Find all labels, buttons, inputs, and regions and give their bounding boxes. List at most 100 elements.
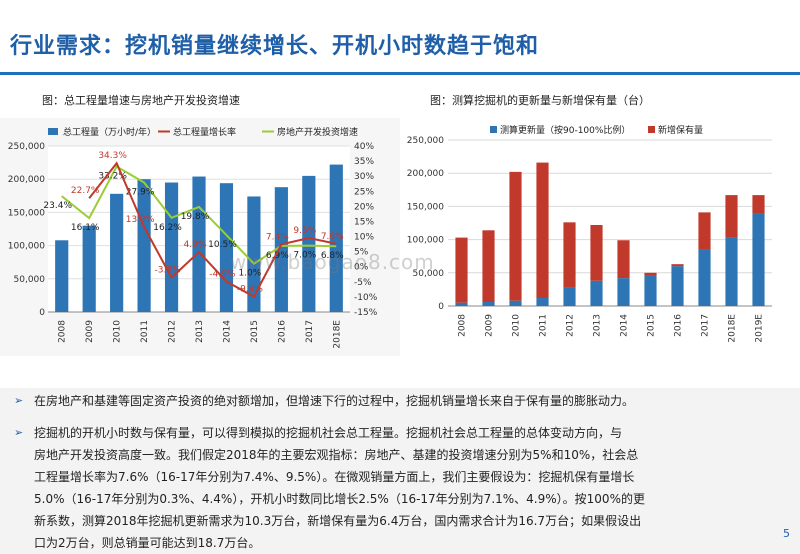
page-title: 行业需求：挖机销量继续增长、开机小时数趋于饱和 (10, 34, 540, 59)
x-tick-label: 2016 (277, 320, 287, 343)
x-tick-label: 2011 (140, 320, 150, 343)
bar (247, 196, 261, 312)
data-label: 6.9% (266, 251, 289, 261)
bar-update (563, 287, 576, 306)
data-label: 23.4% (43, 201, 72, 211)
left-combo-chart: 0 50,000 100,000 150,000 200,000 250,000 -15% -… (8, 126, 378, 349)
bar-update (482, 302, 495, 306)
bar-update (644, 275, 657, 306)
bar-update (671, 266, 684, 306)
bar (137, 179, 151, 312)
data-label: 4.9% (184, 240, 207, 250)
data-label: 7.4% (266, 232, 289, 242)
legend-label: 房地产开发投资增速 (277, 126, 358, 138)
x-tick-label: 2016 (674, 314, 684, 337)
bar-new (725, 195, 738, 238)
bar-new (563, 222, 576, 288)
x-tick-label: 2008 (58, 320, 68, 343)
bar-new (536, 162, 549, 299)
x-tick-label: 2015 (250, 320, 260, 343)
y-tick-label: 100,000 (407, 236, 444, 246)
bullet-line: 房地产开发投资高度一致。我们假定2018年的主要宏观指标：房地产、基建的投资增速… (34, 448, 639, 462)
legend-label: 新增保有量 (658, 124, 703, 136)
y2-tick-label: -15% (354, 308, 378, 318)
x-tick-label: 2015 (647, 314, 657, 337)
series-line (61, 165, 337, 265)
data-label: 22.7% (71, 186, 100, 196)
bar-update (455, 302, 468, 306)
bar-update (725, 237, 738, 306)
x-tick-label: 2013 (593, 314, 603, 337)
bar-update (509, 300, 522, 306)
data-label: 10.5% (208, 240, 237, 250)
bar-new (698, 212, 711, 250)
y-tick-label: 250,000 (8, 142, 45, 152)
bullet-line: 工程量增长率为7.6%（16-17年分别为7.4%、9.5%）。在微观销量方面上… (34, 470, 635, 484)
legend-label: 总工程量（万小时/年） (63, 126, 156, 138)
x-tick-label: 2018E (332, 320, 342, 349)
x-tick-label: 2017 (305, 320, 315, 343)
bar (164, 182, 179, 312)
left-chart-panel: 0 50,000 100,000 150,000 200,000 250,000 -15% -… (0, 118, 400, 356)
y2-tick-label: 15% (354, 217, 374, 227)
bar (219, 183, 234, 312)
watermark: www.baogao8.com (230, 250, 435, 274)
page-number: 5 (783, 527, 790, 540)
bar-new (644, 272, 657, 276)
x-tick-label: 2012 (168, 320, 178, 343)
bar-update (536, 298, 549, 306)
y2-tick-label: 40% (354, 142, 374, 152)
bar (329, 164, 343, 312)
data-label: 16.1% (71, 223, 100, 233)
right-stacked-chart: 0 50,000 100,000 150,000 200,000 250,000 2008 2… (400, 118, 780, 356)
bar-new (509, 171, 522, 301)
data-label: 7.6% (321, 232, 344, 242)
bar (110, 193, 124, 312)
data-label: -3.6% (154, 266, 181, 276)
y-tick-label: 0 (39, 308, 45, 318)
data-label: 9.5% (293, 226, 316, 236)
bullet-section: ➢ 在房地产和基建等固定资产投资的绝对额增加，但增速下行的过程中，挖掘机销量增长… (0, 388, 800, 554)
data-label: 13.2% (126, 215, 155, 225)
bar-update (617, 278, 630, 306)
x-tick-label: 2010 (113, 320, 123, 343)
bar-new (671, 264, 684, 267)
bar (55, 240, 69, 312)
y2-tick-label: 30% (354, 172, 374, 182)
bar-update (698, 249, 711, 306)
y-tick-label: 50,000 (14, 275, 46, 285)
x-tick-label: 2008 (458, 314, 468, 337)
bar-new (752, 195, 765, 214)
x-tick-label: 2011 (539, 314, 549, 337)
data-label: -9.9% (237, 285, 264, 295)
x-tick-label: 2017 (701, 314, 711, 337)
data-label: 7.0% (293, 251, 316, 261)
y2-tick-label: 35% (354, 157, 374, 167)
right-chart-panel: 0 50,000 100,000 150,000 200,000 250,000 2008 2… (400, 118, 780, 356)
y2-tick-label: 20% (354, 202, 374, 212)
bar-new (590, 224, 603, 281)
title-underline (0, 72, 800, 75)
bullet-line: 5.0%（16-17年分别为0.3%、4.4%），开机小时数同比增长2.5%（1… (34, 492, 645, 506)
data-label: -4.9% (209, 270, 236, 280)
data-label: 27.9% (126, 188, 155, 198)
y-tick-label: 250,000 (407, 136, 444, 146)
bullet-item: 在房地产和基建等固定资产投资的绝对额增加，但增速下行的过程中，挖掘机销量增长来自… (34, 394, 635, 408)
arrow-icon: ➢ (14, 394, 24, 407)
data-label: 6.8% (321, 251, 344, 261)
data-label: 19.8% (181, 212, 210, 222)
bar (274, 187, 288, 312)
x-tick-label: 2012 (566, 314, 576, 337)
bullet-line: 口为2万台，则总销量可能达到18.7万台。 (34, 536, 261, 550)
y-tick-label: 150,000 (407, 202, 444, 212)
legend-label: 总工程量增长率 (173, 126, 236, 138)
x-tick-label: 2014 (620, 314, 630, 337)
legend-swatch (48, 128, 58, 135)
y-tick-label: 100,000 (8, 242, 45, 252)
bar-new (482, 230, 495, 303)
data-label: 1.0% (238, 269, 261, 279)
chart-background (400, 118, 780, 356)
x-tick-label: 2009 (485, 314, 495, 337)
bar-new (455, 237, 468, 303)
bullet-line: 新系数，测算2018年挖掘机更新需求为10.3万台，新增保有量为6.4万台，国内… (34, 514, 642, 528)
